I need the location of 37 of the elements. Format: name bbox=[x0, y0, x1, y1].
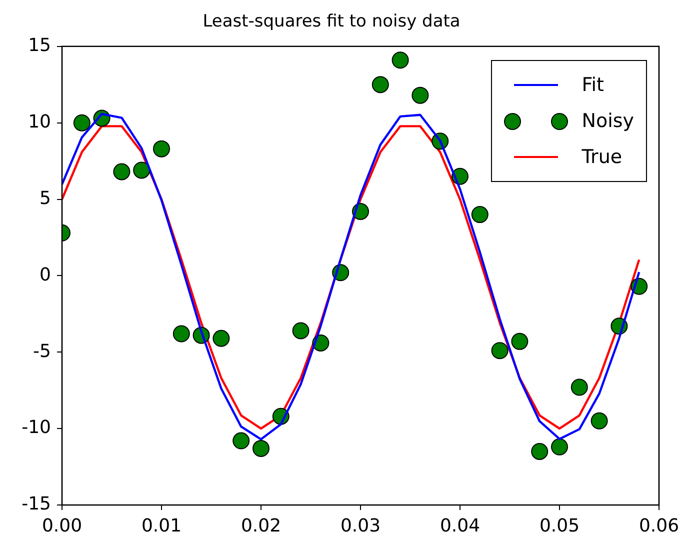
x-tick-label: 0.02 bbox=[240, 515, 282, 536]
y-tick-label: 5 bbox=[40, 188, 51, 209]
x-tick-label: 0.05 bbox=[539, 515, 580, 536]
point bbox=[392, 52, 409, 69]
point bbox=[531, 442, 548, 460]
point bbox=[570, 378, 588, 396]
point bbox=[73, 114, 90, 132]
point bbox=[172, 325, 190, 342]
point bbox=[471, 206, 488, 224]
legend-label: Noisy bbox=[582, 109, 634, 134]
chart-title: Least-squares fit to noisy data bbox=[202, 12, 460, 32]
legend-label: Fit bbox=[582, 73, 604, 98]
x-tick-label: 0.01 bbox=[141, 515, 182, 536]
point bbox=[551, 438, 568, 456]
y-tick-label: 0 bbox=[40, 264, 51, 286]
point bbox=[252, 440, 270, 457]
x-tick-label: 0.03 bbox=[340, 515, 381, 536]
legend-label: True bbox=[582, 145, 622, 170]
y-tick-label: -5 bbox=[33, 340, 51, 362]
point bbox=[153, 140, 170, 158]
point bbox=[590, 412, 608, 430]
point bbox=[212, 330, 230, 347]
y-tick-label: -15 bbox=[22, 494, 51, 515]
point bbox=[133, 162, 150, 179]
x-tick-label: 0.04 bbox=[440, 515, 480, 536]
y-tick-label: -10 bbox=[22, 417, 51, 438]
y-tick-label: 10 bbox=[28, 112, 51, 133]
point bbox=[292, 322, 310, 340]
point bbox=[232, 432, 250, 450]
x-tick-label: 0.00 bbox=[42, 515, 82, 536]
y-tick-label: 15 bbox=[28, 35, 51, 56]
point bbox=[372, 76, 389, 94]
point bbox=[491, 342, 508, 360]
point bbox=[511, 332, 528, 350]
point bbox=[113, 163, 130, 180]
x-tick-label: 0.06 bbox=[638, 515, 680, 536]
point bbox=[412, 86, 429, 104]
